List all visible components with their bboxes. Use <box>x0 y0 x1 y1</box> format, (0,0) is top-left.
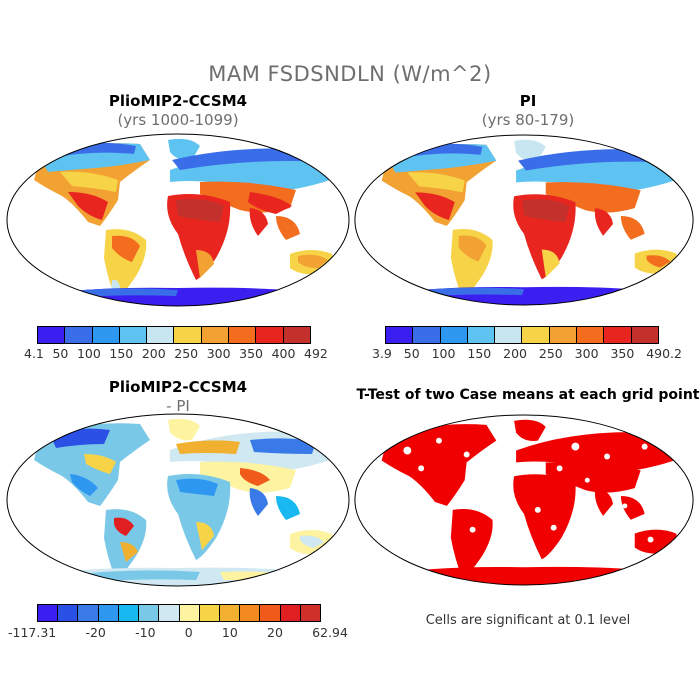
colorbar-box <box>283 327 310 343</box>
colorbar-box <box>92 327 120 343</box>
colorbar-top-left <box>37 326 311 344</box>
map-bottom-right <box>354 414 694 586</box>
colorbar-box <box>604 327 632 343</box>
tick-label: 350 <box>610 346 635 361</box>
colorbar-box <box>260 605 281 621</box>
tick-label: 492 <box>304 346 328 361</box>
tick-label: -20 <box>85 625 106 640</box>
tick-label: 0 <box>184 625 193 640</box>
tick-label: 3.9 <box>372 346 392 361</box>
tick-label: 150 <box>467 346 492 361</box>
panel-subtitle-top-left: (yrs 1000-1099) <box>117 111 239 129</box>
colorbar-bottom-left <box>37 604 321 622</box>
tick-label: 490.2 <box>646 346 682 361</box>
colorbar-box <box>98 605 119 621</box>
colorbar-box <box>495 327 523 343</box>
colorbar-box <box>300 605 321 621</box>
tick-label: 62.94 <box>312 625 348 640</box>
map-top-right <box>354 134 694 306</box>
colorbar-box <box>549 327 578 343</box>
colorbar-labels-top-left: 4.1 50 100 150 200 250 300 350 400 492 <box>24 346 328 361</box>
tick-label: -10 <box>135 625 156 640</box>
tick-label: -117.31 <box>8 625 57 640</box>
tick-label: 300 <box>206 346 231 361</box>
map-bottom-left <box>6 413 350 587</box>
tick-label: 350 <box>239 346 263 361</box>
significance-note: Cells are significant at 0.1 level <box>425 613 631 628</box>
colorbar-box <box>199 605 220 621</box>
tick-label: 50 <box>403 346 420 361</box>
colorbar-box <box>631 327 658 343</box>
tick-label: 300 <box>574 346 599 361</box>
colorbar-box <box>78 605 99 621</box>
colorbar-box <box>219 605 241 621</box>
tick-label: 20 <box>267 625 283 640</box>
colorbar-box <box>38 605 59 621</box>
panel-subtitle-bottom-left: - PI <box>166 397 190 415</box>
colorbar-box <box>386 327 414 343</box>
colorbar-box <box>147 327 175 343</box>
colorbar-box <box>280 605 301 621</box>
panel-subtitle-top-right: (yrs 80-179) <box>481 111 575 129</box>
colorbar-box <box>413 327 441 343</box>
colorbar-box <box>467 327 496 343</box>
colorbar-top-right <box>385 326 659 344</box>
panel-title-top-right: PI <box>519 92 537 110</box>
tick-label: 100 <box>431 346 456 361</box>
tick-label: 4.1 <box>24 346 44 361</box>
tick-label: 250 <box>538 346 563 361</box>
figure-title: MAM FSDSNDLN (W/m^2) <box>208 62 492 86</box>
colorbar-box <box>440 327 468 343</box>
colorbar-box <box>38 327 66 343</box>
tick-label: 50 <box>52 346 69 361</box>
colorbar-box <box>139 605 160 621</box>
colorbar-box <box>577 327 605 343</box>
tick-label: 200 <box>503 346 527 361</box>
colorbar-labels-top-right: 3.9 50 100 150 200 250 300 350 490.2 <box>372 346 682 361</box>
colorbar-box <box>174 327 202 343</box>
colorbar-box <box>229 327 257 343</box>
tick-label: 10 <box>221 625 238 640</box>
colorbar-box <box>240 605 261 621</box>
tick-label: 150 <box>109 346 134 361</box>
colorbar-box <box>119 327 148 343</box>
panel-title-bottom-right: T-Test of two Case means at each grid po… <box>356 387 700 403</box>
panel-title-top-left: PlioMIP2-CCSM4 <box>108 92 248 110</box>
tick-label: 250 <box>174 346 199 361</box>
panel-title-bottom-left: PlioMIP2-CCSM4 <box>108 378 248 396</box>
colorbar-box <box>118 605 140 621</box>
tick-label: 400 <box>271 346 296 361</box>
colorbar-box <box>522 327 550 343</box>
colorbar-box <box>159 605 180 621</box>
colorbar-box <box>256 327 284 343</box>
map-top-left <box>6 133 350 307</box>
colorbar-box <box>201 327 230 343</box>
colorbar-box <box>179 605 200 621</box>
colorbar-labels-bottom-left: -117.31 -20 -10 0 10 20 62.94 <box>8 625 348 640</box>
colorbar-box <box>58 605 79 621</box>
tick-label: 200 <box>141 346 166 361</box>
colorbar-box <box>65 327 93 343</box>
tick-label: 100 <box>76 346 101 361</box>
